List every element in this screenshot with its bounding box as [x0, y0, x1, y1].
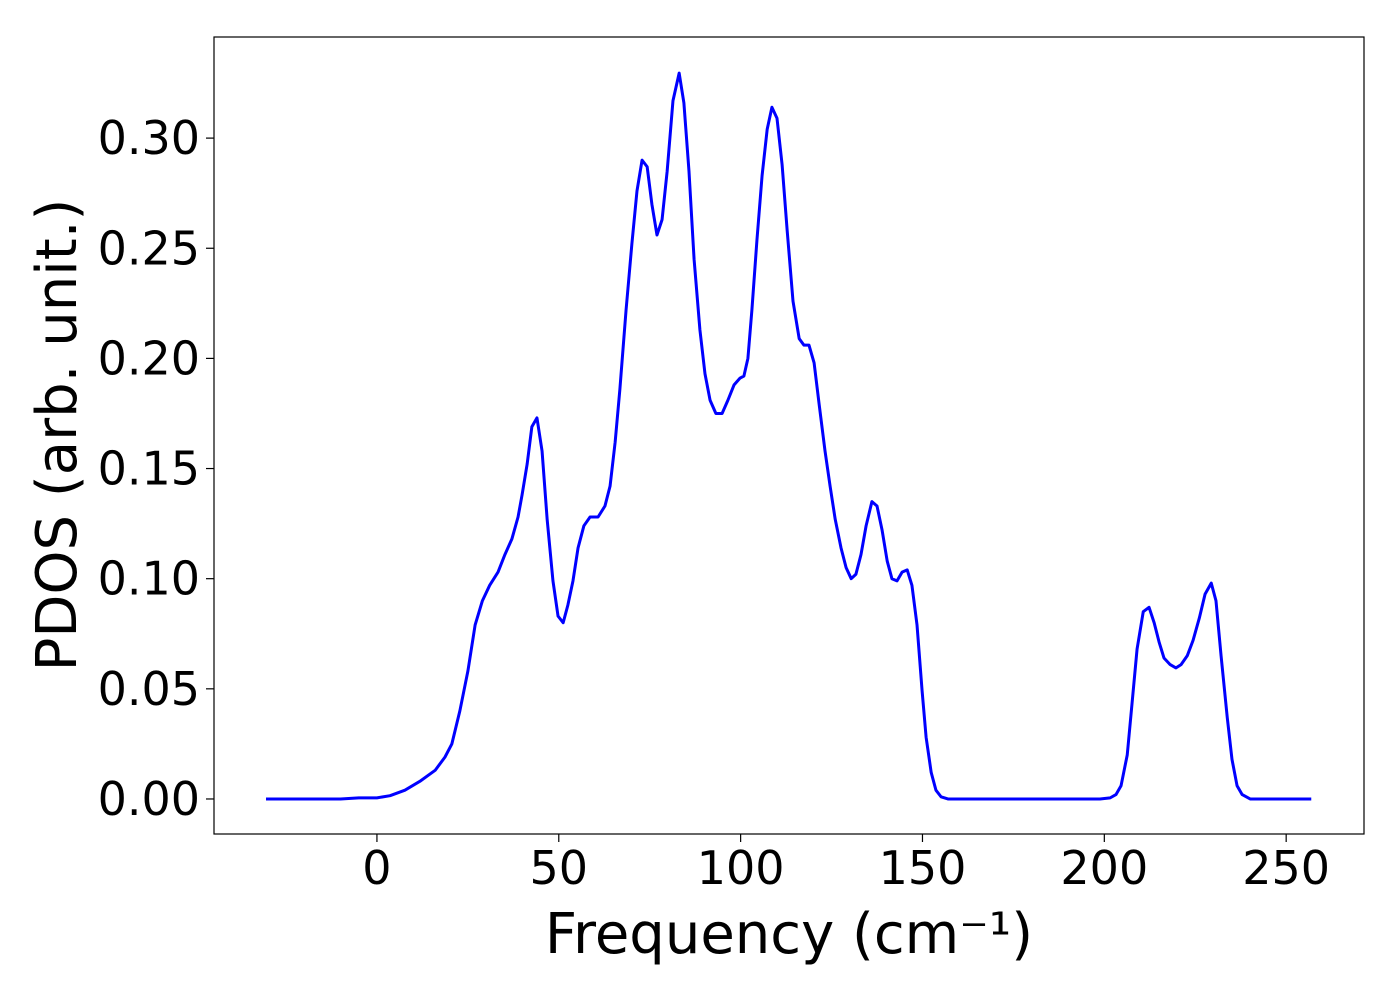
y-tick-label: 0.25 [98, 221, 200, 275]
x-tick-label: 50 [530, 841, 589, 895]
y-tick-label: 0.15 [98, 442, 200, 496]
x-tick-label: 200 [1060, 841, 1148, 895]
x-axis-label: Frequency (cm⁻¹) [545, 902, 1033, 967]
x-tick-label: 0 [362, 841, 391, 895]
y-tick-label: 0.20 [98, 331, 200, 385]
x-tick-label: 150 [879, 841, 967, 895]
y-tick-label: 0.05 [98, 662, 200, 716]
y-tick-label: 0.30 [98, 111, 200, 165]
y-tick-label: 0.00 [98, 772, 200, 826]
plot-frame [213, 36, 1365, 835]
x-tick-label: 250 [1242, 841, 1330, 895]
y-axis-label: PDOS (arb. unit.) [25, 199, 90, 672]
y-tick-label: 0.10 [98, 552, 200, 606]
data-line [266, 71, 1312, 801]
x-tick-label: 100 [697, 841, 785, 895]
